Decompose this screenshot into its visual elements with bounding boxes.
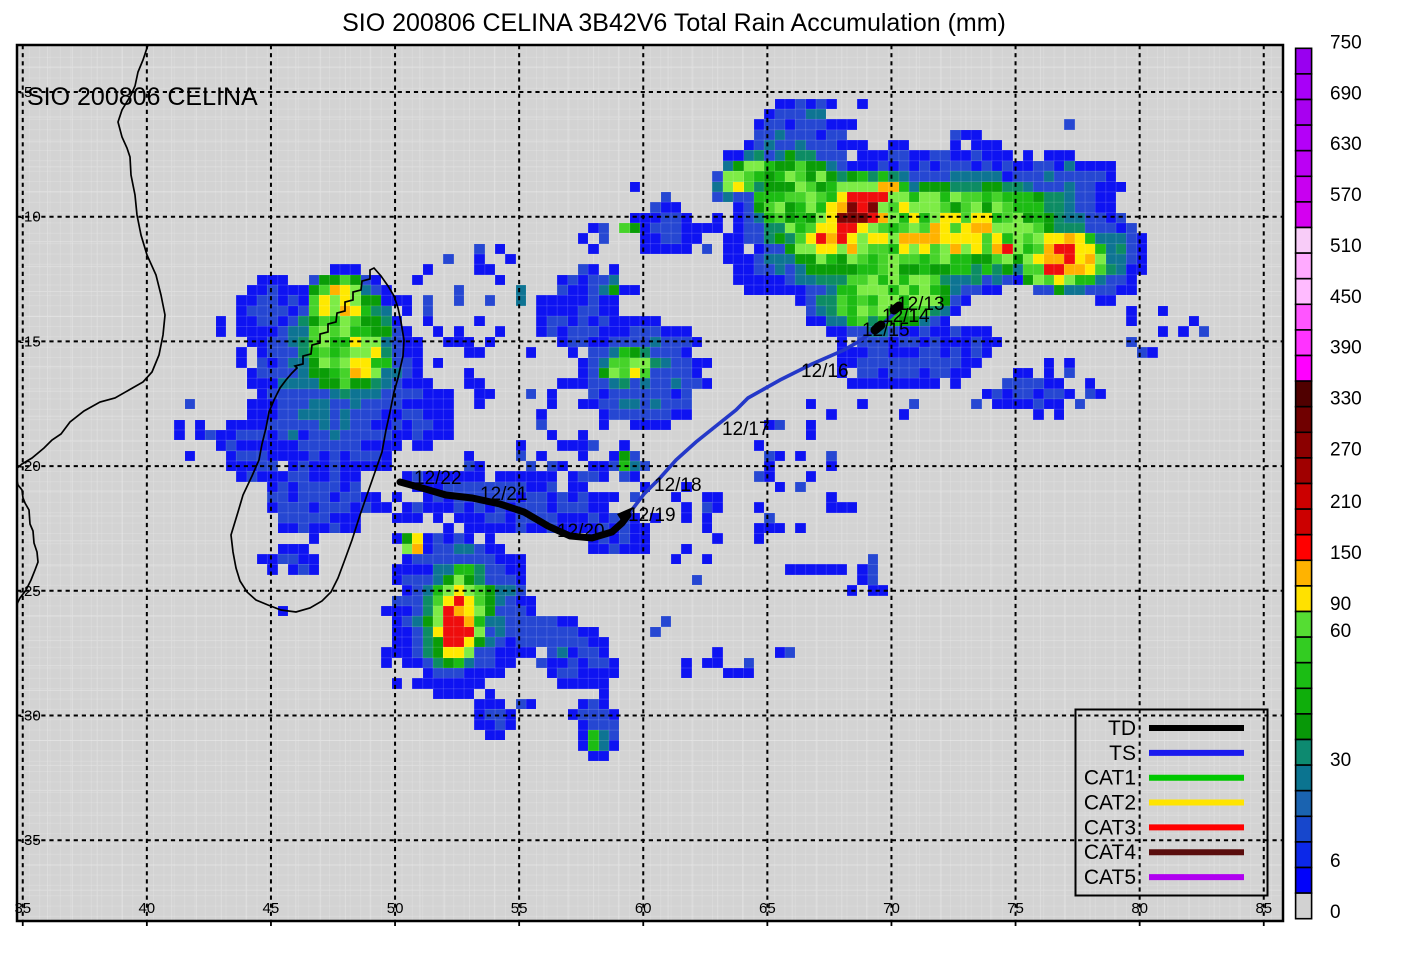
svg-text:SIO 200806 CELINA 3B42V6 Total: SIO 200806 CELINA 3B42V6 Total Rain Accu… — [342, 9, 1006, 37]
svg-text:750: 750 — [1330, 33, 1362, 54]
svg-text:CAT4: CAT4 — [1084, 841, 1136, 864]
svg-text:510: 510 — [1330, 236, 1362, 257]
svg-text:CAT2: CAT2 — [1084, 792, 1136, 815]
svg-text:40: 40 — [138, 900, 155, 917]
svg-text:CAT3: CAT3 — [1084, 816, 1136, 839]
svg-text:60: 60 — [1330, 621, 1351, 642]
svg-text:-25: -25 — [19, 583, 41, 600]
svg-text:90: 90 — [1330, 594, 1351, 615]
svg-text:-15: -15 — [19, 333, 41, 350]
svg-text:6: 6 — [1330, 851, 1341, 872]
svg-text:CAT5: CAT5 — [1084, 866, 1136, 889]
svg-text:60: 60 — [635, 900, 652, 917]
svg-text:-10: -10 — [19, 209, 41, 226]
svg-text:630: 630 — [1330, 134, 1362, 155]
svg-text:-30: -30 — [19, 708, 41, 725]
svg-text:CAT1: CAT1 — [1084, 767, 1136, 790]
svg-text:45: 45 — [263, 900, 280, 917]
svg-text:50: 50 — [387, 900, 404, 917]
svg-text:TS: TS — [1109, 742, 1136, 765]
svg-text:TD: TD — [1108, 717, 1136, 740]
svg-text:70: 70 — [883, 900, 900, 917]
svg-text:65: 65 — [759, 900, 776, 917]
svg-text:12/18: 12/18 — [654, 475, 702, 496]
svg-text:12/17: 12/17 — [722, 419, 770, 440]
svg-text:0: 0 — [1330, 902, 1341, 923]
svg-text:450: 450 — [1330, 287, 1362, 308]
svg-text:-20: -20 — [19, 458, 41, 475]
svg-text:35: 35 — [14, 900, 31, 917]
svg-text:12/19: 12/19 — [628, 505, 676, 526]
svg-text:-5: -5 — [19, 84, 32, 101]
svg-text:12/22: 12/22 — [414, 468, 462, 489]
svg-text:75: 75 — [1007, 900, 1024, 917]
svg-text:12/16: 12/16 — [801, 361, 849, 382]
svg-text:SIO 200806 CELINA: SIO 200806 CELINA — [27, 83, 258, 111]
svg-text:210: 210 — [1330, 492, 1362, 513]
svg-text:12/15: 12/15 — [862, 320, 910, 341]
svg-text:330: 330 — [1330, 389, 1362, 410]
svg-text:12/21: 12/21 — [480, 484, 528, 505]
svg-text:55: 55 — [511, 900, 528, 917]
svg-text:30: 30 — [1330, 750, 1351, 771]
svg-text:150: 150 — [1330, 543, 1362, 564]
svg-text:-35: -35 — [19, 832, 41, 849]
svg-text:690: 690 — [1330, 83, 1362, 104]
svg-text:390: 390 — [1330, 338, 1362, 359]
svg-text:80: 80 — [1131, 900, 1148, 917]
svg-text:12/14: 12/14 — [882, 306, 930, 327]
svg-text:12/20: 12/20 — [557, 521, 605, 542]
svg-text:12/13: 12/13 — [897, 294, 945, 315]
svg-text:270: 270 — [1330, 439, 1362, 460]
svg-text:85: 85 — [1255, 900, 1272, 917]
svg-text:570: 570 — [1330, 185, 1362, 206]
